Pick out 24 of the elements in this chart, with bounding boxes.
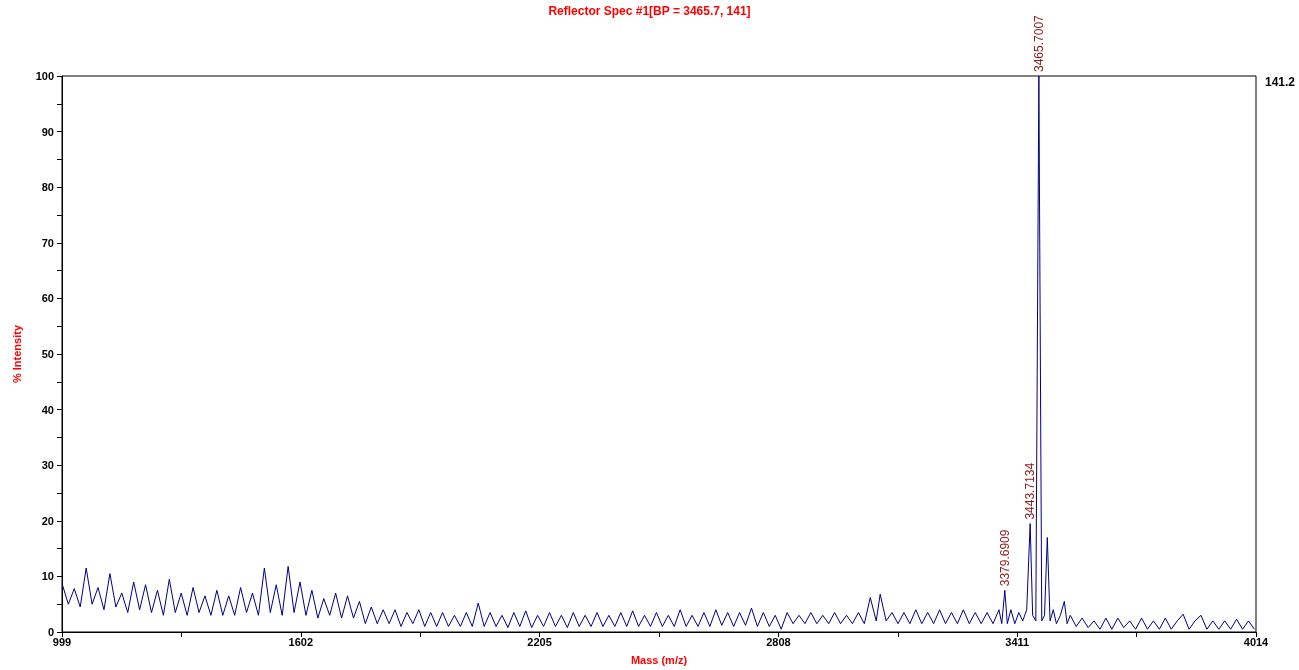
y-tick-label: 10 <box>41 570 54 583</box>
annotation: 3443.7134 <box>1023 462 1038 520</box>
chart-title: Reflector Spec #1[BP = 3465.7, 141] <box>548 4 751 18</box>
x-axis-title: Mass (m/z) <box>630 653 688 666</box>
y-tick-label: 0 <box>47 626 54 638</box>
y-tick-label: 80 <box>41 181 54 194</box>
x-tick-label: 2205 <box>527 635 552 648</box>
y-tick-label: 50 <box>41 348 54 360</box>
y-axis-title: % Intensity <box>10 324 23 384</box>
x-tick-label: 1602 <box>288 635 314 648</box>
annotation: 3465.7007 <box>1031 14 1046 72</box>
y-tick-label: 20 <box>41 514 54 527</box>
x-tick-label: 2808 <box>766 635 791 648</box>
y-tick-label: 60 <box>41 292 54 305</box>
x-tick-label: 999 <box>52 635 72 648</box>
x-tick-label: 3411 <box>1005 635 1030 648</box>
y-tick-label: 30 <box>41 459 54 472</box>
y-tick-label: 100 <box>35 70 54 82</box>
y-tick-label: 40 <box>41 403 54 416</box>
y-tick-label: 70 <box>41 236 54 249</box>
text: 141.2 <box>1264 75 1296 89</box>
x-tick-label: 4014 <box>1243 635 1270 648</box>
annotation: 3379.6909 <box>997 529 1012 587</box>
y-tick-label: 90 <box>41 125 54 138</box>
